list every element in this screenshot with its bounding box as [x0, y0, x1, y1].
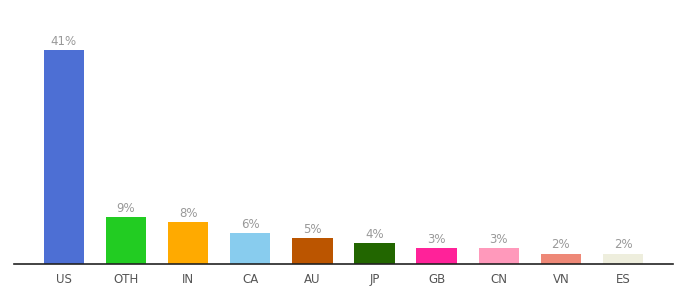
Bar	[416, 248, 457, 264]
Bar	[105, 217, 146, 264]
Bar	[354, 243, 394, 264]
Text: 2%: 2%	[551, 238, 571, 251]
Text: 2%: 2%	[614, 238, 632, 251]
Text: 5%: 5%	[303, 223, 322, 236]
Text: 9%: 9%	[116, 202, 135, 215]
Bar	[44, 50, 84, 264]
Text: 3%: 3%	[490, 233, 508, 246]
Text: 41%: 41%	[51, 35, 77, 48]
Bar	[541, 254, 581, 264]
Bar	[292, 238, 333, 264]
Bar	[230, 233, 271, 264]
Text: 3%: 3%	[427, 233, 446, 246]
Text: 8%: 8%	[179, 207, 197, 220]
Bar	[479, 248, 519, 264]
Text: 4%: 4%	[365, 228, 384, 241]
Text: 6%: 6%	[241, 218, 260, 231]
Bar	[168, 222, 208, 264]
Bar	[603, 254, 643, 264]
